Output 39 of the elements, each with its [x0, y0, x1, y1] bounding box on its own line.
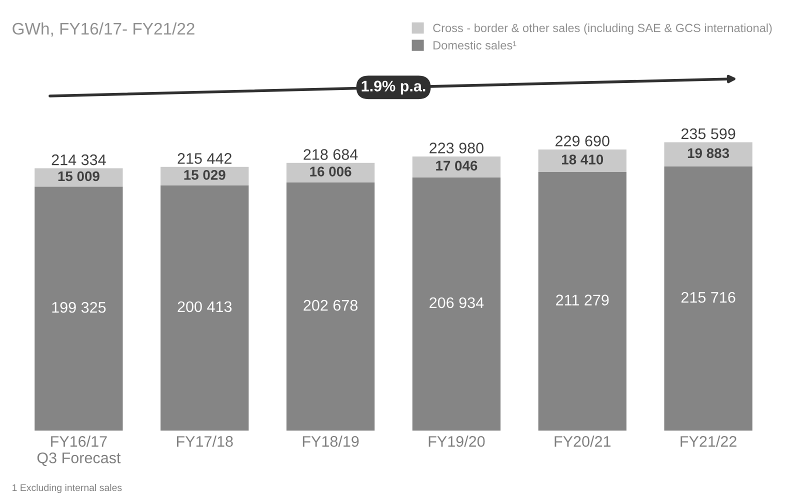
text: 1.9% p.a. — [362, 80, 426, 95]
data-label: 199 325 — [52, 302, 106, 313]
text: 1 Excluding internal sales — [12, 484, 122, 494]
data-label: 15 029 — [184, 170, 226, 180]
data-label: 16 006 — [310, 166, 352, 176]
bar — [412, 177, 501, 431]
bar — [286, 182, 375, 431]
bar — [34, 186, 123, 431]
x-tick-label: FY16/17 Q3 Forecast — [37, 436, 121, 466]
x-tick-label: FY18/19 — [302, 436, 359, 447]
bar — [538, 149, 626, 172]
x-tick-label: FY21/22 — [680, 436, 736, 447]
data-label: 202 678 — [304, 300, 358, 311]
bar — [412, 156, 501, 178]
data-label: 19 883 — [688, 148, 730, 158]
bar — [664, 166, 752, 431]
data-label: 18 410 — [562, 154, 604, 164]
legend-label: Domestic sales¹ — [434, 40, 516, 50]
chart-title: GWh, FY16/17- FY21/22 — [12, 22, 194, 37]
bar — [538, 172, 626, 431]
data-label: 15 009 — [58, 171, 100, 182]
total-label: 223 980 — [430, 142, 484, 154]
data-label: 215 716 — [681, 292, 736, 303]
data-label: 211 279 — [556, 294, 609, 306]
total-label: 215 442 — [178, 153, 232, 164]
bar — [664, 142, 752, 167]
data-label: 206 934 — [430, 297, 484, 308]
total-label: 214 334 — [52, 154, 106, 166]
data-label: 200 413 — [178, 301, 232, 312]
total-label: 229 690 — [556, 136, 610, 146]
x-tick-label: FY17/18 — [177, 436, 233, 447]
bar — [160, 166, 249, 186]
total-label: 218 684 — [304, 149, 358, 160]
legend-label: Cross - border & other sales (including SAE & GCS international) — [433, 23, 772, 34]
data-label: 17 046 — [436, 160, 478, 171]
total-label: 235 599 — [681, 128, 736, 140]
x-tick-label: FY19/20 — [428, 436, 485, 447]
x-tick-label: FY20/21 — [554, 436, 611, 447]
bar — [160, 185, 249, 431]
